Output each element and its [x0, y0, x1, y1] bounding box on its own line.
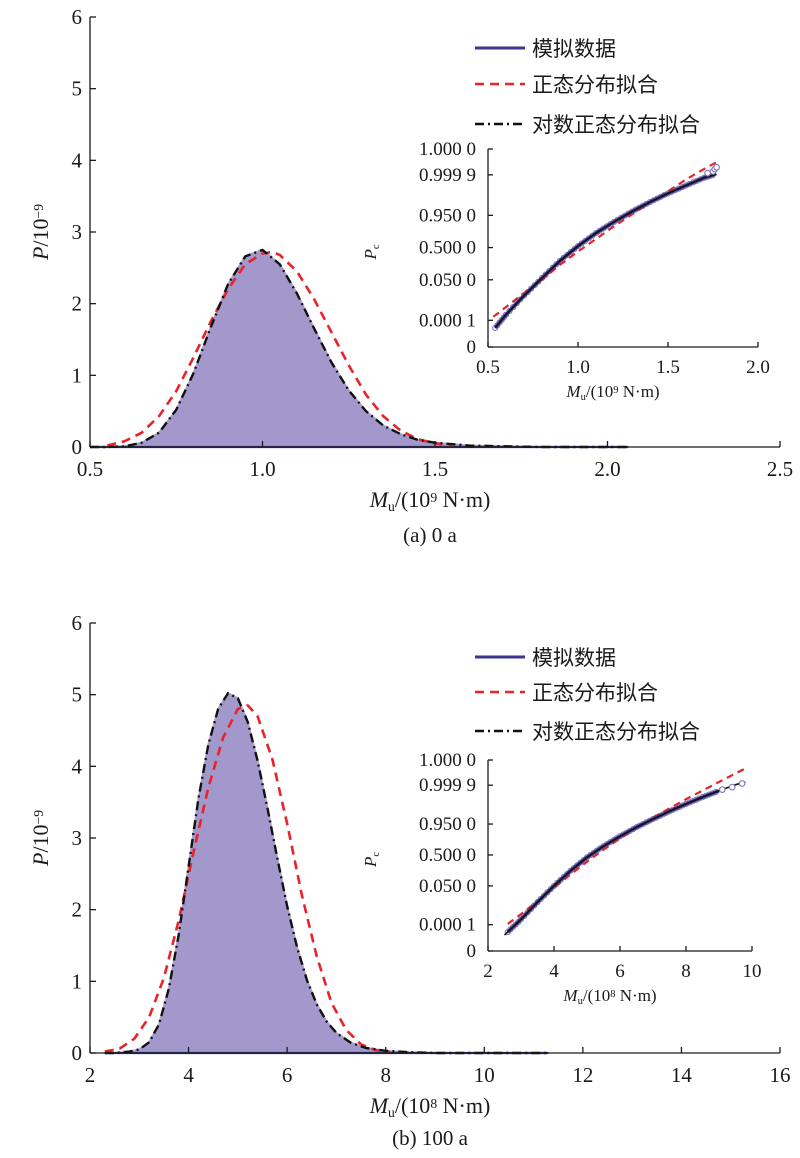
x-tick-label: 2.0 — [594, 457, 620, 481]
inset-y-tick-label: 0.500 0 — [419, 845, 476, 866]
y-tick-label: 3 — [72, 826, 83, 850]
inset-y-tick-label: 0.999 9 — [419, 775, 476, 796]
inset-y-tick-label: 0.500 0 — [419, 238, 476, 259]
inset-data-line — [493, 172, 716, 330]
legend-label: 正态分布拟合 — [532, 73, 658, 97]
outlier-marker — [704, 169, 711, 177]
simulated-data-area — [90, 249, 629, 447]
normal-fit-line — [106, 250, 453, 447]
inset-y-axis-title: Pc — [361, 244, 382, 260]
lognormal-fit-line — [104, 692, 549, 1055]
simulated-data-area — [104, 693, 549, 1053]
inset-x-tick-label: 1.0 — [566, 357, 590, 378]
inset-probability-plot: 0 0.000 1 0.050 0 0.500 0 0.950 0 0.999 9 1.00… — [361, 750, 762, 1007]
inset-y-tick-label: 1.000 0 — [419, 750, 476, 771]
y-tick-label: 0 — [72, 435, 83, 459]
normal-fit-line — [104, 704, 391, 1054]
y-tick-label: 6 — [72, 611, 83, 635]
outlier-marker — [713, 163, 720, 171]
y-tick-label: 4 — [72, 148, 83, 172]
y-axis-title: P/10−9 — [28, 810, 53, 867]
panel-caption: (b) 100 a — [392, 1126, 468, 1150]
x-tick-label: 2 — [85, 1063, 96, 1087]
inset-y-tick-label: 0.950 0 — [419, 205, 476, 226]
inset-x-tick-label: 2.0 — [746, 357, 770, 378]
chart-panel-a: 0 1 2 3 4 5 6 0.5 1.0 1.5 2.0 2.5 Mu/(109 N·m) P/10−9… — [28, 5, 793, 547]
legend-label: 模拟数据 — [532, 646, 616, 670]
y-tick-label: 5 — [72, 77, 83, 101]
y-tick-label: 1 — [72, 363, 83, 387]
y-tick-label: 6 — [72, 5, 83, 29]
outlier-marker — [738, 780, 746, 787]
panel-caption: (a) 0 a — [403, 523, 457, 547]
inset-y-tick-label: 1.000 0 — [419, 139, 476, 160]
inset-y-axis-title: Pc — [361, 852, 382, 868]
inset-y-tick-label: 0.050 0 — [419, 270, 476, 291]
y-tick-label: 2 — [72, 292, 83, 316]
inset-data-line — [506, 789, 720, 934]
lognormal-fit-line — [90, 248, 629, 449]
y-tick-label: 3 — [72, 220, 83, 244]
inset-x-axis-title: Mu/(109 N·m) — [565, 382, 659, 403]
inset-lognormal-line — [503, 781, 746, 936]
inset-y-tick-label: 0.000 1 — [419, 915, 476, 936]
x-tick-label: 8 — [380, 1063, 391, 1087]
x-tick-label: 2.5 — [767, 457, 793, 481]
inset-x-tick-label: 1.5 — [656, 357, 680, 378]
data-marker — [531, 281, 538, 289]
data-marker — [528, 285, 535, 292]
x-tick-label: 10 — [474, 1063, 495, 1087]
inset-x-tick-label: 8 — [681, 961, 691, 982]
outlier-marker — [718, 786, 726, 794]
data-marker — [541, 892, 548, 899]
inset-y-tick-label: 0.950 0 — [419, 814, 476, 835]
x-axis-title: Mu/(108 N·m) — [369, 1093, 491, 1120]
inset-x-axis-title: Mu/(108 N·m) — [562, 986, 656, 1007]
outlier-marker — [728, 783, 736, 791]
x-tick-label: 1.5 — [422, 457, 448, 481]
inset-lognormal-line — [494, 173, 717, 329]
inset-x-tick-label: 2 — [483, 961, 493, 982]
inset-x-tick-label: 4 — [549, 961, 559, 982]
inset-y-tick-label: 0.050 0 — [419, 876, 476, 897]
x-tick-label: 12 — [572, 1063, 593, 1087]
legend-label: 正态分布拟合 — [532, 681, 658, 705]
inset-probability-plot: 00.000 10.050 00.500 00.950 00.999 91.00… — [361, 139, 770, 403]
legend-label: 对数正态分布拟合 — [532, 113, 700, 137]
y-axis-title: P/10−9 — [28, 204, 53, 261]
x-tick-label: 6 — [282, 1063, 293, 1087]
legend-label: 对数正态分布拟合 — [532, 720, 700, 744]
data-marker — [537, 895, 544, 902]
x-tick-label: 4 — [183, 1063, 194, 1087]
x-tick-label: 0.5 — [77, 457, 103, 481]
inset-x-tick-label: 10 — [743, 961, 762, 982]
x-tick-label: 1.0 — [249, 457, 275, 481]
inset-y-tick-label: 0 — [467, 941, 477, 962]
inset-y-tick-label: 0.999 9 — [419, 165, 476, 186]
y-tick-label: 4 — [72, 754, 83, 778]
x-tick-label: 16 — [770, 1063, 791, 1087]
inset-y-tick-label: 0.000 1 — [419, 310, 476, 331]
x-axis-title: Mu/(109 N·m) — [369, 487, 491, 514]
x-tick-label: 14 — [671, 1063, 693, 1087]
y-tick-label: 2 — [72, 898, 83, 922]
inset-y-tick-label: 0 — [467, 337, 477, 358]
inset-x-tick-label: 0.5 — [476, 357, 500, 378]
inset-x-tick-label: 6 — [615, 961, 625, 982]
data-marker — [535, 278, 542, 285]
y-tick-label: 0 — [72, 1041, 83, 1065]
legend-label: 模拟数据 — [532, 37, 616, 61]
y-tick-label: 5 — [72, 683, 83, 707]
y-tick-label: 1 — [72, 969, 83, 993]
